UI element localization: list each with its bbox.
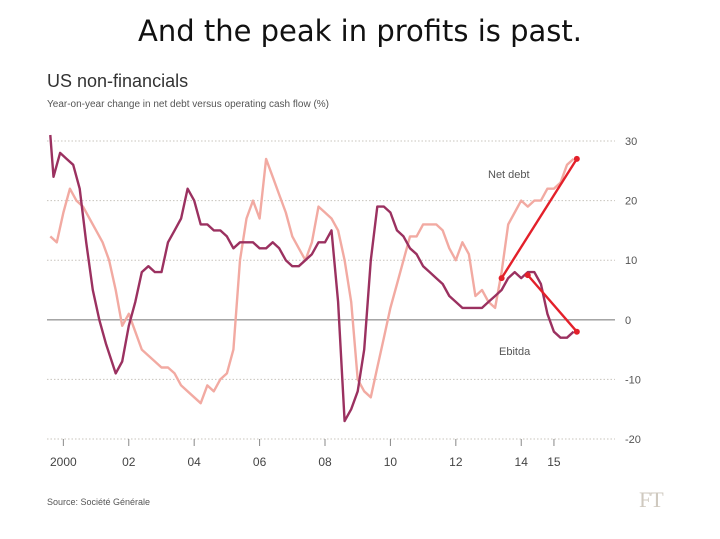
annotation-arrow [526, 274, 578, 333]
y-tick-label: 0 [625, 315, 631, 327]
series-label-net-debt: Net debt [488, 169, 530, 181]
annotation-arrow [500, 158, 578, 279]
x-tick-label: 2000 [50, 455, 77, 469]
source-note: Source: Société Générale [47, 497, 151, 507]
x-tick-label: 12 [449, 455, 463, 469]
x-tick-label: 14 [515, 455, 529, 469]
y-tick-label: -20 [625, 434, 641, 446]
x-tick-label: 10 [384, 455, 398, 469]
series-line-net-debt [49, 157, 575, 405]
y-tick-label: 20 [625, 196, 637, 208]
x-tick-label: 02 [122, 455, 136, 469]
x-tick-label: 15 [547, 455, 561, 469]
slide-title: And the peak in profits is past. [137, 14, 582, 48]
series-line-ebitda [49, 134, 575, 423]
y-tick-label: 30 [625, 136, 637, 148]
series-label-ebitda: Ebitda [499, 346, 531, 358]
chart-subtitle: Year-on-year change in net debt versus o… [47, 99, 330, 110]
x-tick-label: 04 [187, 455, 201, 469]
arrow-end-dot [573, 328, 580, 335]
arrow-end-dot [573, 155, 580, 162]
x-tick-label: 06 [253, 455, 267, 469]
arrow-layer [498, 155, 580, 335]
label-layer: Net debt Ebitda [488, 169, 531, 358]
series-layer [49, 134, 575, 423]
grid-layer: 30 20 10 0 -10 -20 2000 02 04 06 08 10 12 14 15 [47, 136, 641, 469]
ft-logo: FT [639, 487, 664, 512]
y-tick-label: 10 [625, 255, 637, 267]
y-tick-label: -10 [625, 374, 641, 386]
x-tick-label: 08 [318, 455, 332, 469]
chart-title: US non-financials [47, 71, 189, 91]
arrow-start-dot [524, 272, 531, 279]
arrow-start-dot [498, 275, 505, 282]
